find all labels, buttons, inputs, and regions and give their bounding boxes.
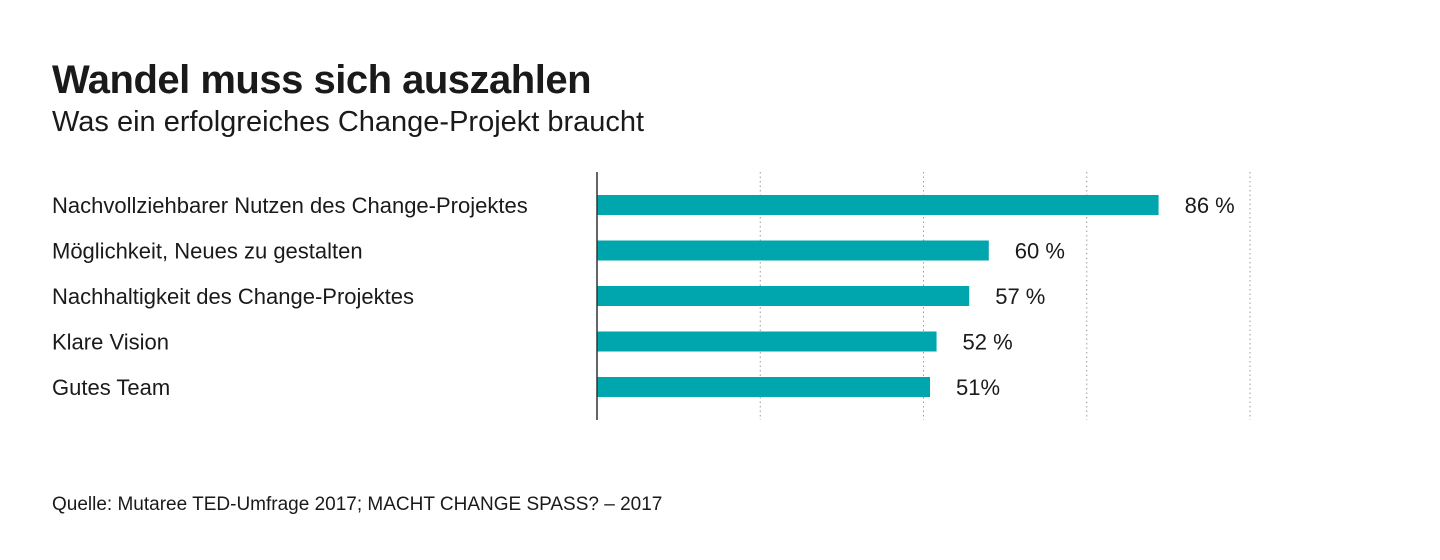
- category-label: Klare Vision: [52, 330, 169, 355]
- value-label: 52 %: [963, 330, 1013, 355]
- bar: [597, 331, 937, 352]
- source-note: Quelle: Mutaree TED-Umfrage 2017; MACHT …: [52, 494, 663, 515]
- value-label: 51%: [956, 375, 1000, 400]
- bar: [597, 240, 989, 261]
- bar: [597, 195, 1159, 215]
- category-label: Gutes Team: [52, 375, 170, 400]
- category-label: Nachhaltigkeit des Change-Projektes: [52, 284, 414, 309]
- chart-title: Wandel muss sich auszahlen: [52, 58, 592, 102]
- bar: [597, 286, 970, 306]
- value-label: 86 %: [1185, 193, 1235, 218]
- category-label: Nachvollziehbarer Nutzen des Change-Proj…: [52, 193, 528, 218]
- bar: [597, 377, 931, 397]
- chart-subtitle: Was ein erfolgreiches Change-Projekt bra…: [52, 106, 645, 138]
- value-label: 60 %: [1015, 239, 1065, 264]
- value-label: 57 %: [995, 284, 1045, 309]
- category-label: Möglichkeit, Neues zu gestalten: [52, 239, 363, 264]
